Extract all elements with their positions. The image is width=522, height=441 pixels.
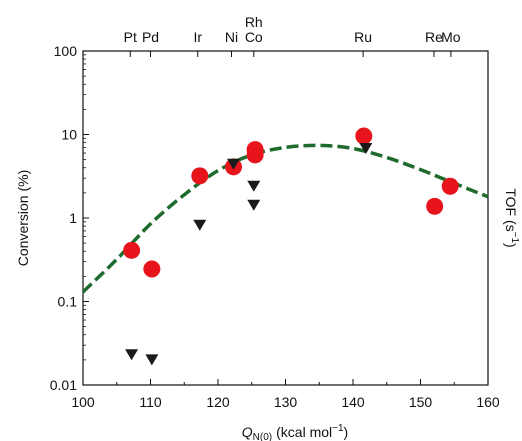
y-axis-title-right: TOF (s−1) bbox=[503, 188, 520, 247]
conversion-point bbox=[191, 167, 209, 185]
y-axis-title-right-exp: −1 bbox=[509, 232, 520, 244]
x-tick-label: 110 bbox=[139, 394, 162, 410]
y-axis-title-left: Conversion (%) bbox=[15, 170, 31, 266]
conversion-point bbox=[143, 260, 161, 278]
element-label: Pt bbox=[124, 29, 137, 45]
x-tick-label: 160 bbox=[476, 394, 500, 410]
tof-point bbox=[247, 180, 261, 192]
x-tick-label: 130 bbox=[274, 394, 298, 410]
trend-curve bbox=[81, 143, 489, 294]
y-tick-label: 10 bbox=[61, 127, 77, 143]
trend-curve-layer bbox=[81, 143, 489, 294]
element-label: Ir bbox=[193, 29, 202, 45]
y-axis-title-right-main: TOF (s bbox=[503, 188, 519, 231]
x-tick-label: 150 bbox=[409, 394, 433, 410]
y-tick-label: 100 bbox=[54, 43, 78, 59]
x-axis-title: QN(0) (kcal mol−1) bbox=[242, 423, 348, 441]
x-tick-label: 100 bbox=[71, 394, 95, 410]
x-tick-label: 140 bbox=[341, 394, 365, 410]
x-axis-title-subscript: N(0) bbox=[253, 432, 272, 441]
conversion-point bbox=[246, 141, 264, 159]
tof-point bbox=[125, 349, 139, 361]
conversion-point bbox=[355, 127, 373, 145]
conversion-point bbox=[426, 197, 444, 215]
conversion-points bbox=[123, 127, 459, 278]
tof-point bbox=[359, 142, 373, 154]
x-axis-title-unit-close: ) bbox=[344, 424, 349, 440]
tof-point bbox=[193, 219, 207, 231]
tof-points bbox=[125, 142, 373, 366]
y-axis: 0.01 0.1 1 10 100 bbox=[50, 43, 89, 393]
conversion-point bbox=[123, 241, 141, 259]
y-tick-label: 0.01 bbox=[50, 377, 77, 393]
tof-point bbox=[247, 199, 261, 211]
element-label: Re bbox=[425, 29, 443, 45]
conversion-point bbox=[441, 177, 459, 195]
plot-border bbox=[82, 50, 489, 386]
y-axis-title-right-close: ) bbox=[503, 243, 519, 248]
x-axis: 100 110 120 130 140 150 160 bbox=[71, 379, 500, 410]
y-tick-label: 0.1 bbox=[58, 294, 78, 310]
element-label: Ru bbox=[354, 29, 372, 45]
x-axis-title-unit: (kcal mol bbox=[276, 424, 332, 440]
x-axis-title-unit-exp: −1 bbox=[332, 423, 344, 434]
tof-point bbox=[145, 354, 159, 366]
y-tick-label: 1 bbox=[69, 210, 77, 226]
element-label: Mo bbox=[441, 29, 461, 45]
plot-frame bbox=[82, 50, 489, 386]
element-label: Ni bbox=[225, 29, 238, 45]
x-axis-title-symbol: Q bbox=[242, 424, 253, 440]
element-label: Pd bbox=[142, 29, 159, 45]
element-label: Rh Co bbox=[245, 14, 263, 45]
x-tick-label: 120 bbox=[206, 394, 230, 410]
tof-point bbox=[227, 158, 241, 170]
